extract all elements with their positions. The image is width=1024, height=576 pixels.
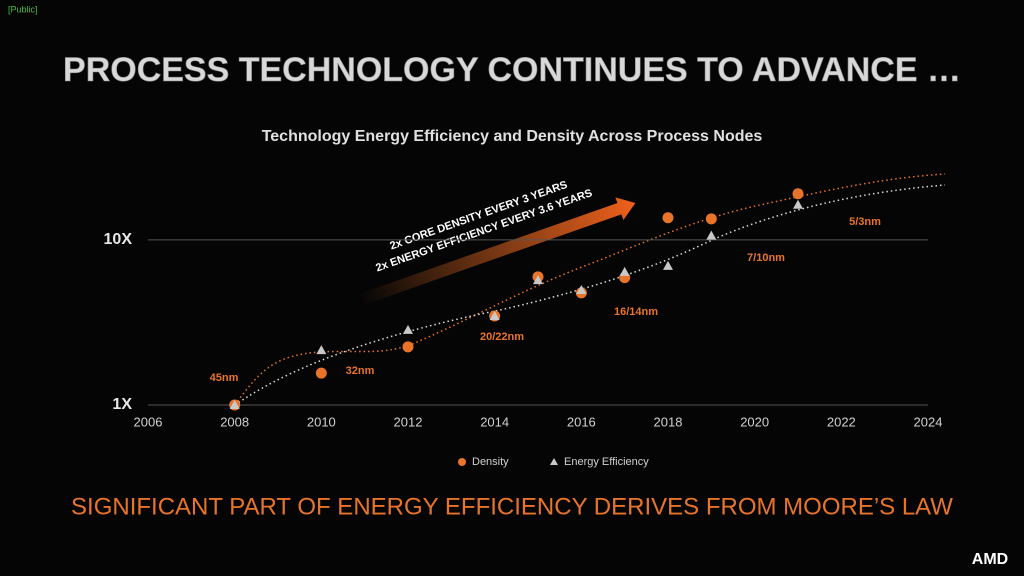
x-tick-label: 2008 <box>220 414 249 429</box>
efficiency-point <box>489 310 500 320</box>
efficiency-point <box>533 275 543 285</box>
footer-statement: SIGNIFICANT PART OF ENERGY EFFICIENCY DE… <box>71 493 953 520</box>
efficiency-trend <box>234 184 946 406</box>
legend-marker <box>458 458 466 466</box>
node-label: 7/10nm <box>747 252 785 264</box>
x-tick-label: 2018 <box>654 414 683 429</box>
efficiency-point <box>619 266 630 276</box>
density-point <box>662 212 674 224</box>
density-point <box>705 213 717 225</box>
x-tick-label: 2022 <box>827 414 856 429</box>
slide-title: PROCESS TECHNOLOGY CONTINUES TO ADVANCE … <box>63 51 961 89</box>
efficiency-point <box>229 400 240 409</box>
node-label: 32nm <box>346 365 375 377</box>
node-label: 5/3nm <box>849 216 881 228</box>
legend-label: Energy Efficiency <box>564 456 649 468</box>
arrow-shape <box>358 197 636 306</box>
y-tick-label: 10X <box>104 231 133 248</box>
node-label: 45nm <box>210 372 239 384</box>
efficiency-point <box>403 324 413 334</box>
x-tick-label: 2012 <box>394 414 423 429</box>
classification-tag: [Public] <box>8 4 38 14</box>
density-point <box>315 367 327 379</box>
node-label: 20/22nm <box>480 331 524 343</box>
x-tick-label: 2006 <box>134 414 163 429</box>
logo: AMD <box>972 551 1008 568</box>
density-point <box>792 188 804 200</box>
x-tick-label: 2010 <box>307 414 336 429</box>
legend-marker <box>550 458 558 465</box>
efficiency-point <box>663 260 673 270</box>
chart-title: Technology Energy Efficiency and Density… <box>262 128 763 145</box>
x-tick-label: 2016 <box>567 414 596 429</box>
efficiency-point <box>316 345 327 355</box>
efficiency-point <box>793 199 803 209</box>
efficiency-point <box>576 284 587 294</box>
efficiency-point <box>706 230 717 240</box>
x-tick-label: 2014 <box>480 414 509 429</box>
node-label: 16/14nm <box>614 306 658 318</box>
density-point <box>402 341 414 353</box>
x-tick-label: 2024 <box>914 414 943 429</box>
x-tick-label: 2020 <box>740 414 769 429</box>
legend-label: Density <box>472 456 509 468</box>
y-tick-label: 1X <box>112 396 132 413</box>
